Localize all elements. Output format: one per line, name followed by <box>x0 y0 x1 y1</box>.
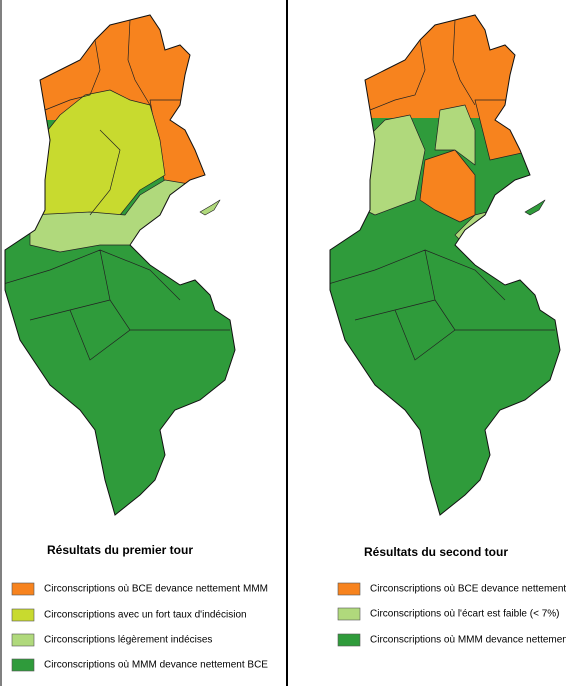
legend-swatch <box>11 582 35 596</box>
legend-label: Circonscriptions où MMM devance nettemen… <box>370 635 566 646</box>
legend-label: Circonscriptions avec un fort taux d'ind… <box>44 610 247 621</box>
legend-label: Circonscriptions où MMM devance nettemen… <box>44 660 268 671</box>
legend-label: Circonscriptions où BCE devance nettemen… <box>44 584 268 595</box>
legend-swatch <box>11 608 35 622</box>
legend-title: Résultats du second tour <box>364 545 508 559</box>
border <box>99 249 181 301</box>
border <box>424 249 506 301</box>
region <box>419 149 476 223</box>
legend-title: Résultats du premier tour <box>47 543 193 557</box>
border <box>44 39 101 111</box>
region <box>434 104 476 166</box>
border <box>452 19 476 106</box>
legend-swatch <box>337 607 361 621</box>
legend-label: Circonscriptions légèrement indécises <box>44 635 212 646</box>
legend-swatch <box>337 582 361 596</box>
legend-label: Circonscriptions où BCE devance nettemen… <box>370 584 566 595</box>
legends: Circonscriptions où BCE devance nettemen… <box>11 582 566 672</box>
legend-swatch <box>11 658 35 672</box>
island <box>524 199 546 216</box>
border <box>127 19 151 106</box>
border <box>394 309 456 361</box>
legend-swatch <box>11 633 35 647</box>
border <box>89 129 121 216</box>
border <box>369 39 426 111</box>
island <box>199 199 221 216</box>
legend-swatch <box>337 633 361 647</box>
border <box>69 309 131 361</box>
legend-label: Circonscriptions où l'écart est faible (… <box>370 609 560 620</box>
